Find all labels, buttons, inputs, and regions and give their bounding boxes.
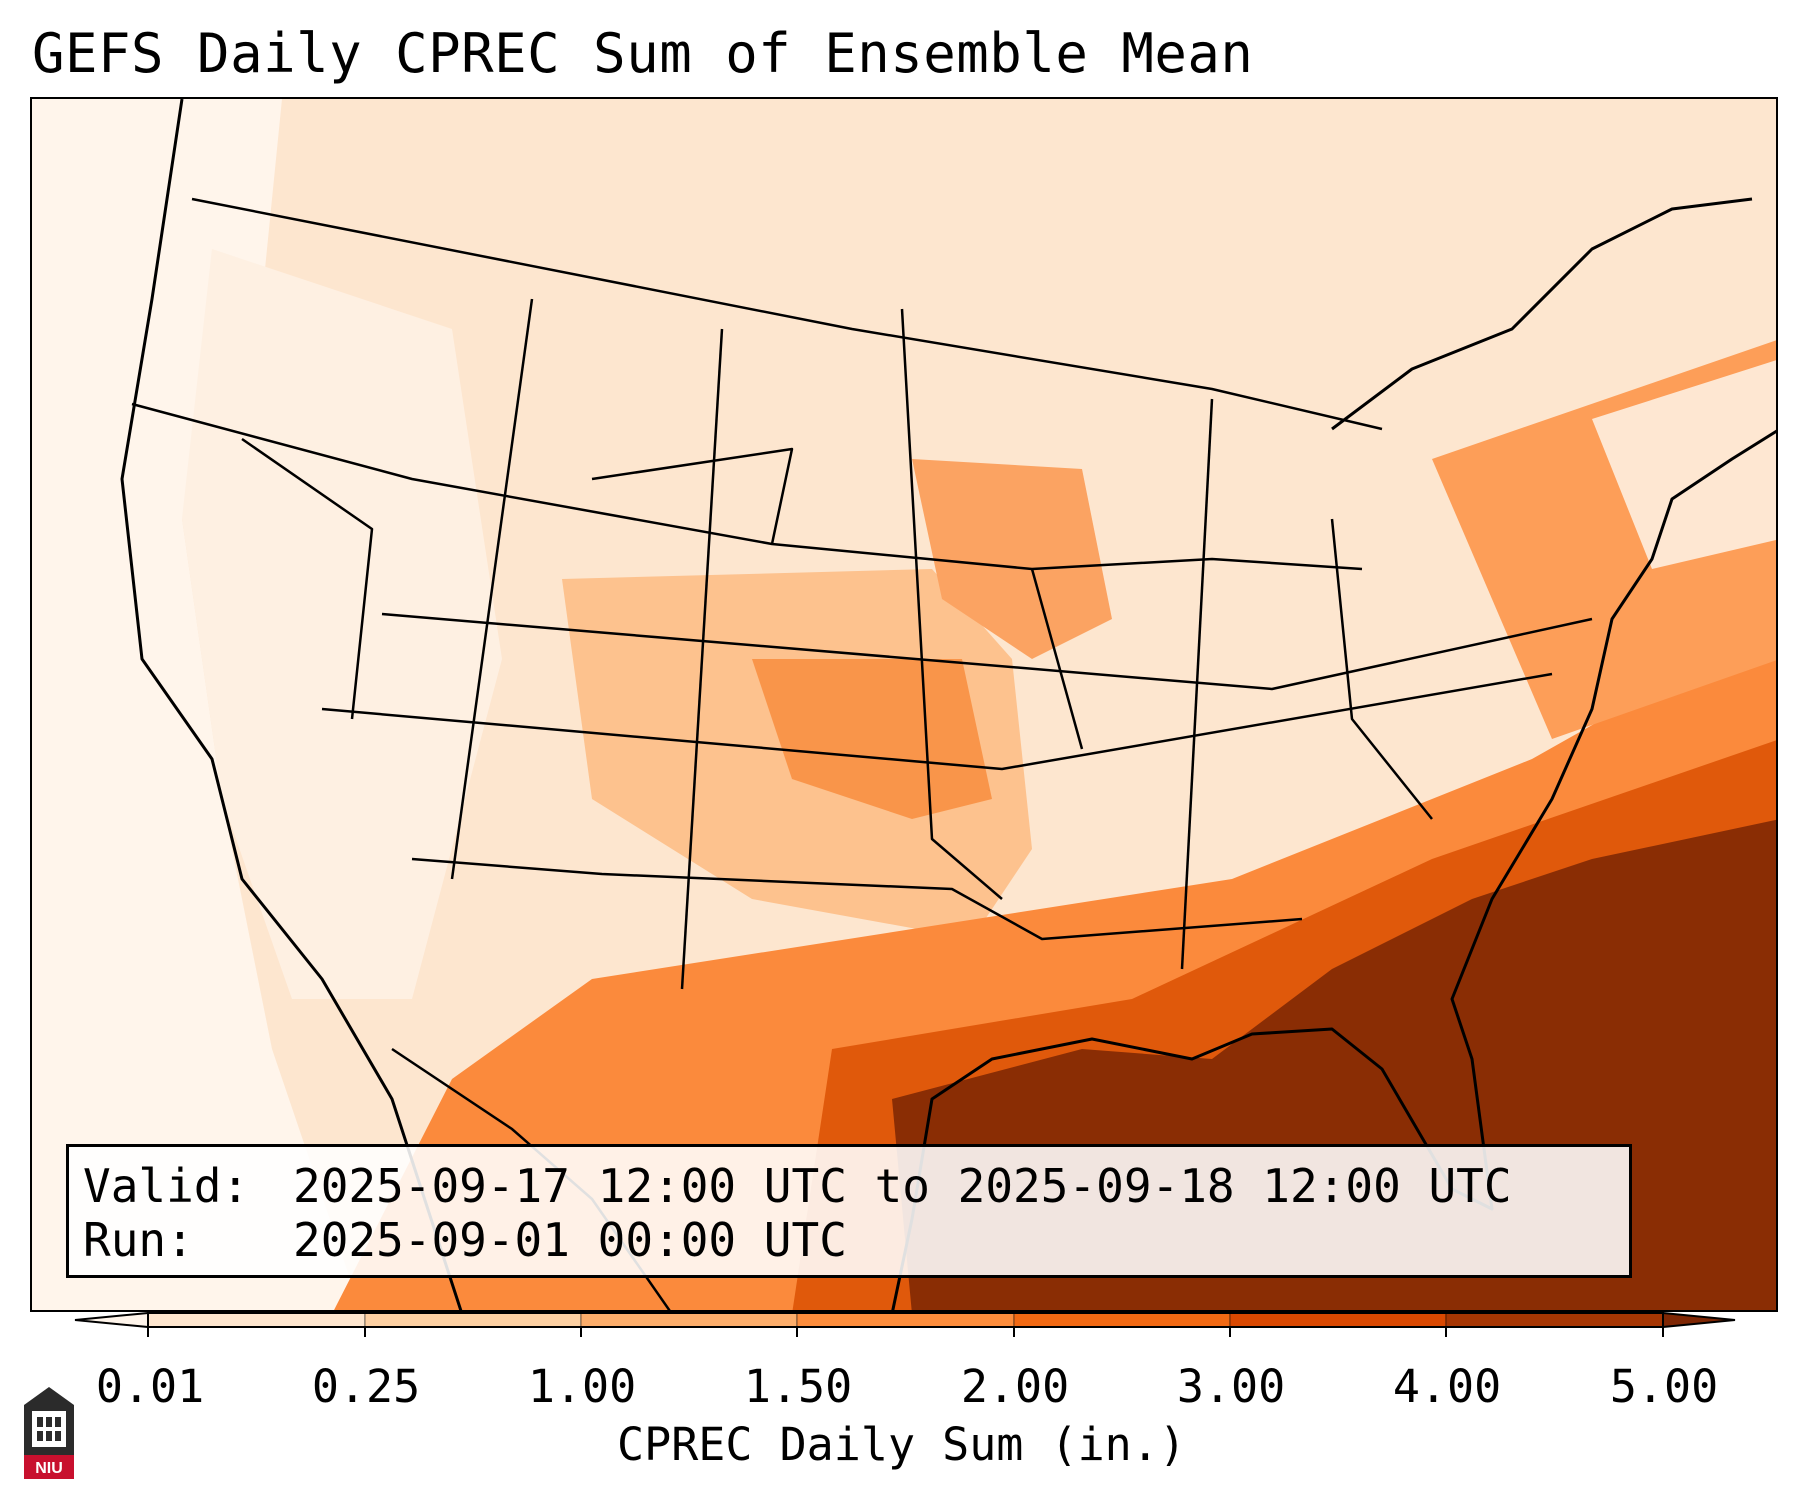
colorbar-segment-5 — [1229, 1312, 1447, 1328]
colorbar-title: CPREC Daily Sum (in.) — [617, 1418, 1186, 1471]
colorbar-min-extend — [74, 1311, 149, 1329]
colorbar-tick-label: 4.00 — [1392, 1360, 1502, 1413]
colorbar-segment-3 — [796, 1312, 1015, 1328]
colorbar-tick-label: 2.00 — [960, 1360, 1070, 1413]
niu-logo: NIU — [24, 1387, 74, 1479]
colorbar-segment-4 — [1013, 1312, 1231, 1328]
precip-field-light-west — [182, 249, 502, 999]
colorbar-tick-marks — [147, 1327, 1664, 1337]
valid-value: 2025-09-17 12:00 UTC to 2025-09-18 12:00… — [293, 1159, 1512, 1213]
precipitation-map — [30, 97, 1778, 1312]
precip-field-lightest-west — [32, 99, 361, 1310]
colorbar-tick-label: 1.50 — [743, 1360, 853, 1413]
valid-label: Valid: — [83, 1159, 250, 1213]
precip-field-plains-core — [752, 659, 992, 819]
colorbar — [74, 1311, 1736, 1337]
colorbar-tick-label: 1.00 — [527, 1360, 637, 1413]
valid-time-row: Valid: 2025-09-17 12:00 UTC to 2025-09-1… — [83, 1159, 1615, 1213]
precip-field-northeast-light — [1592, 360, 1776, 569]
colorbar-tick-label: 0.01 — [95, 1360, 205, 1413]
valid-run-info-box: Valid: 2025-09-17 12:00 UTC to 2025-09-1… — [66, 1144, 1632, 1278]
colorbar-tick-label: 0.25 — [311, 1360, 421, 1413]
colorbar-max-extend — [1662, 1311, 1736, 1329]
map-title: GEFS Daily CPREC Sum of Ensemble Mean — [32, 22, 1254, 85]
colorbar-tick-label: 3.00 — [1176, 1360, 1286, 1413]
state-borders — [131, 197, 1593, 990]
run-value: 2025-09-01 00:00 UTC — [293, 1213, 847, 1267]
precip-field-midwest — [912, 459, 1112, 659]
colorbar-tick-label: 5.00 — [1609, 1360, 1719, 1413]
run-time-row: Run: 2025-09-01 00:00 UTC — [83, 1213, 1615, 1267]
colorbar-segment-1 — [364, 1312, 582, 1328]
colorbar-segment-6 — [1445, 1312, 1664, 1328]
colorbar-segment-2 — [580, 1312, 798, 1328]
run-label: Run: — [83, 1213, 194, 1267]
colorbar-segment-0 — [147, 1312, 366, 1328]
logo-text: NIU — [35, 1460, 63, 1477]
